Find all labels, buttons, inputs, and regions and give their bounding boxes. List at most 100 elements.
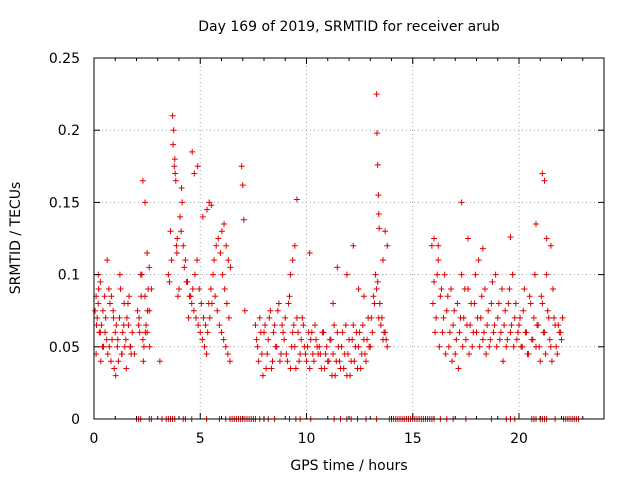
data-point [269, 358, 276, 365]
data-point [295, 329, 301, 336]
data-point [262, 322, 269, 329]
data-point [470, 329, 477, 336]
data-point [508, 322, 515, 329]
y-tick-label: 0 [71, 412, 80, 428]
data-point [548, 358, 555, 365]
data-point [191, 271, 198, 278]
data-point [428, 242, 435, 249]
data-point [524, 351, 531, 358]
data-point [172, 170, 179, 177]
data-point [174, 293, 181, 300]
data-point [521, 286, 528, 293]
data-point [433, 314, 440, 321]
data-point [558, 336, 565, 343]
data-point [454, 300, 461, 307]
data-point [121, 343, 128, 350]
data-point [195, 322, 202, 329]
data-point [142, 199, 148, 206]
data-point [208, 202, 215, 209]
data-point [507, 234, 514, 241]
data-point [285, 300, 292, 307]
plot-frame [93, 57, 605, 420]
data-point [373, 286, 380, 293]
data-point [449, 358, 456, 365]
data-point [528, 336, 535, 343]
data-point [197, 329, 204, 336]
data-point [453, 336, 460, 343]
data-point [505, 300, 512, 307]
data-point [215, 235, 222, 242]
data-point [171, 163, 178, 170]
data-point [112, 372, 119, 379]
data-point [117, 286, 124, 293]
data-point [369, 329, 376, 336]
data-point [241, 307, 248, 314]
data-point [364, 336, 371, 343]
data-point [116, 271, 123, 278]
grid [94, 58, 604, 419]
data-point [227, 358, 233, 365]
data-point [128, 351, 135, 358]
data-point [493, 343, 500, 350]
data-point [383, 336, 390, 343]
data-point [183, 278, 190, 285]
data-point [112, 329, 119, 336]
x-axis-label: GPS time / hours [290, 458, 407, 474]
data-point [129, 329, 136, 336]
data-point [140, 358, 147, 365]
data-point [179, 199, 186, 206]
data-point [537, 358, 544, 365]
data-point [366, 343, 373, 350]
chart-title: Day 169 of 2019, SRMTID for receiver aru… [198, 19, 500, 35]
data-point [139, 336, 146, 343]
data-point [474, 314, 481, 321]
data-point [450, 322, 457, 329]
data-point [168, 257, 175, 264]
data-point [546, 336, 553, 343]
data-point [307, 336, 314, 343]
data-point [349, 336, 356, 343]
data-point [514, 329, 521, 336]
data-point [276, 358, 283, 365]
data-point [317, 351, 324, 358]
data-point [321, 365, 328, 372]
data-point [340, 365, 347, 372]
data-point [239, 182, 246, 189]
data-point [291, 242, 298, 249]
data-point [264, 351, 271, 358]
data-point [225, 314, 232, 321]
data-point [351, 358, 358, 365]
data-point [368, 314, 375, 321]
data-point [190, 307, 197, 314]
data-point [440, 314, 447, 321]
data-point [144, 307, 151, 314]
data-point [216, 322, 223, 329]
data-point [110, 314, 117, 321]
data-point [213, 242, 220, 249]
data-point [108, 293, 115, 300]
data-point [165, 271, 172, 278]
data-point [170, 141, 177, 148]
data-point [189, 286, 196, 293]
data-point [547, 242, 554, 249]
data-point [308, 329, 315, 336]
data-point [200, 314, 207, 321]
data-point [342, 322, 349, 329]
data-point [173, 242, 180, 249]
data-point [376, 300, 383, 307]
data-point [289, 329, 296, 336]
data-point [291, 343, 298, 350]
data-point [458, 199, 465, 206]
data-point [289, 257, 296, 264]
y-tick-label: 0.25 [49, 51, 80, 67]
data-point [457, 314, 464, 321]
data-point [384, 242, 391, 249]
data-point [484, 322, 491, 329]
data-point [516, 322, 522, 329]
data-point [357, 365, 364, 372]
data-point [306, 365, 313, 372]
data-point [102, 314, 109, 321]
data-point [382, 228, 389, 235]
data-point [533, 343, 539, 350]
data-point [306, 249, 313, 256]
